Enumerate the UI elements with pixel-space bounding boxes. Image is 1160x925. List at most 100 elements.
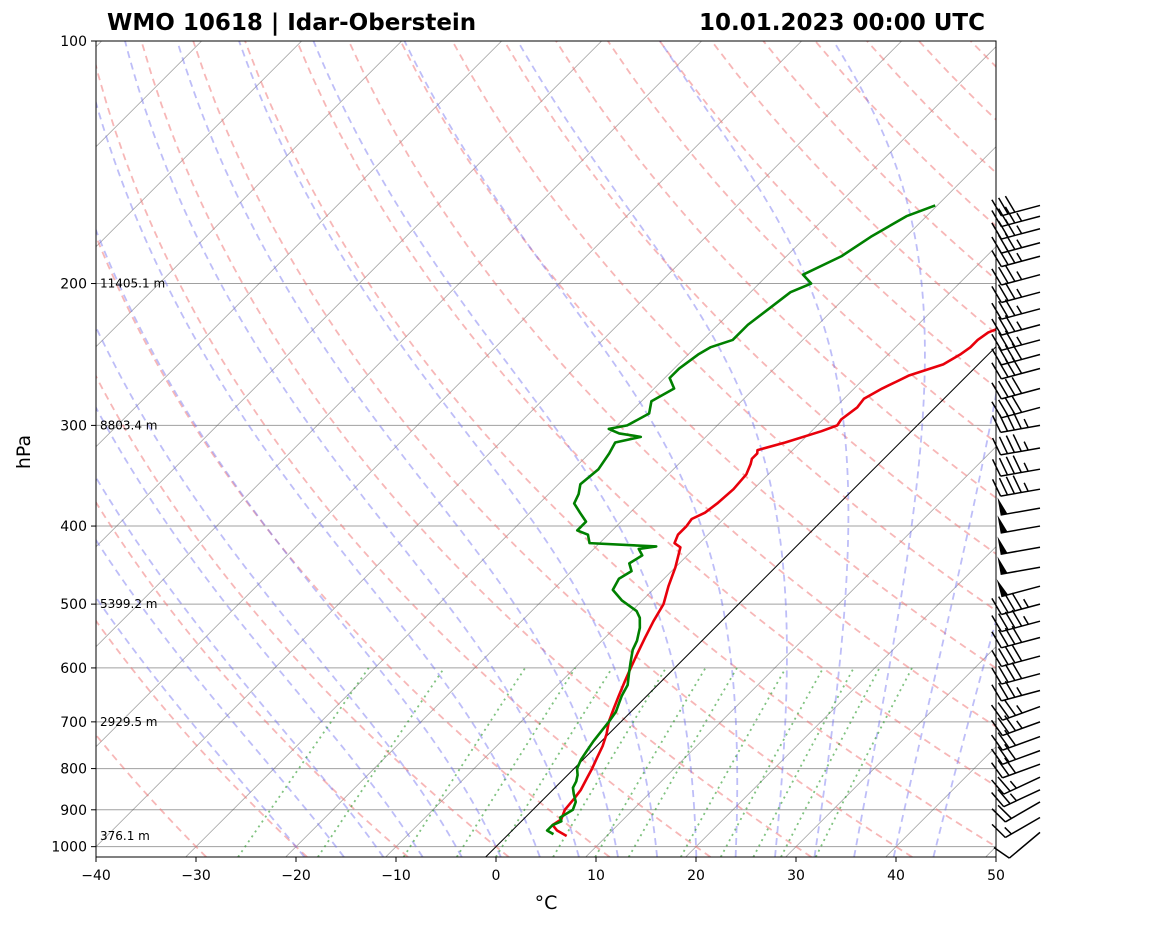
wind-barb-flag <box>998 477 1009 496</box>
height-label: 11405.1 m <box>100 277 165 291</box>
wind-barb <box>991 376 1041 400</box>
moist-adiabat-line <box>96 227 502 857</box>
wind-barb-flag <box>991 236 1003 254</box>
x-tick-label: −10 <box>381 868 411 884</box>
wind-barb-half-flag <box>1009 780 1018 789</box>
wind-barb <box>990 743 1041 766</box>
x-axis-label: °C <box>535 892 558 914</box>
moist-adiabat-line <box>312 41 698 857</box>
wind-barb-half-flag <box>1016 336 1023 346</box>
x-tick-label: −30 <box>181 868 211 884</box>
temperature-series-line <box>551 327 996 838</box>
wind-barb <box>991 434 1041 456</box>
wind-barb <box>991 314 1041 336</box>
wind-barb <box>991 299 1041 320</box>
height-label: 5399.2 m <box>100 597 158 611</box>
plot-frame <box>95 40 997 858</box>
wind-barb-half-flag <box>1023 418 1029 428</box>
wind-barb-flag <box>1012 455 1022 473</box>
zero-isotherm-line <box>485 345 996 857</box>
isotherm-line <box>96 41 302 248</box>
y-tick-label: 1000 <box>51 840 87 856</box>
y-tick-label: 500 <box>60 597 87 613</box>
wind-barb-pennant <box>997 556 1008 575</box>
wind-barb-flag <box>991 268 1003 286</box>
dry-adiabat-line <box>555 41 996 499</box>
wind-barb-flag <box>1004 206 1016 224</box>
wind-barb <box>991 395 1041 419</box>
dry-adiabat-line <box>96 500 409 857</box>
wind-barb-flag <box>1004 264 1016 282</box>
mixing-ratio-line <box>552 667 667 857</box>
wind-barb-flag <box>997 648 1009 665</box>
y-axis-label: hPa <box>13 435 35 469</box>
wind-barb-flag <box>997 629 1009 647</box>
wind-barb-half-flag <box>1016 212 1023 222</box>
wind-barbs <box>990 195 1041 859</box>
wind-barb-flag <box>1004 378 1016 396</box>
wind-barb-flag <box>1012 475 1022 493</box>
x-tick-label: −20 <box>281 868 311 884</box>
wind-barb-flag <box>997 316 1009 334</box>
wind-barb-flag <box>997 300 1009 318</box>
wind-barb-flag <box>997 665 1009 683</box>
moist-adiabat-line <box>96 325 463 857</box>
wind-barb <box>991 282 1041 304</box>
moist-adiabat-line <box>176 41 619 857</box>
moist-adiabat-line <box>403 41 739 857</box>
wind-barb-flag <box>991 631 1003 649</box>
wind-barb-flag <box>1005 456 1016 475</box>
y-tick-label: 800 <box>60 762 87 778</box>
axes: −40 −30 −20 −10 0 10 20 30 40 50 100 200 300 400 500 60… <box>51 34 1005 884</box>
wind-barb-flag <box>991 415 1002 433</box>
title-station: WMO 10618 | Idar-Oberstein <box>107 10 476 36</box>
wind-barb <box>993 831 1041 859</box>
isotherm-line <box>385 246 996 857</box>
wind-barb-staff <box>1008 831 1041 859</box>
wind-barb-flag <box>991 808 1006 823</box>
dry-adiabat-line <box>451 41 996 612</box>
wind-barb-flag <box>1011 609 1023 627</box>
wind-barb <box>991 455 1041 477</box>
moist-adiabat-line <box>124 41 580 857</box>
wind-barb-half-flag <box>1023 441 1029 451</box>
moist-adiabat-line <box>832 41 926 857</box>
mixing-ratio-line <box>317 667 445 857</box>
wind-barb-flag <box>990 762 1004 779</box>
wind-barb <box>991 475 1041 497</box>
y-tick-label: 700 <box>60 715 87 731</box>
isotherm-line <box>96 41 902 848</box>
isotherm-line <box>785 646 996 857</box>
wind-barb-flag <box>991 437 1002 456</box>
wind-barb-flag <box>997 759 1010 776</box>
wind-barb <box>991 816 1041 839</box>
profile-lines <box>545 204 996 838</box>
mixing-ratio-line <box>456 667 577 857</box>
wind-barb <box>991 644 1041 668</box>
height-label: 376.1 m <box>100 829 150 843</box>
wind-barb-flag <box>997 682 1009 700</box>
x-tick-label: 10 <box>587 868 605 884</box>
wind-barb-flag <box>997 399 1009 417</box>
wind-barb-flag <box>997 332 1009 349</box>
wind-barb-flag <box>997 804 1012 819</box>
wind-barb-flag <box>1004 663 1016 681</box>
wind-barb <box>997 497 1041 516</box>
x-tick-label: −40 <box>81 868 111 884</box>
isotherm-line <box>185 46 996 857</box>
wind-barb-flag <box>1004 195 1016 213</box>
wind-barb-flag <box>991 199 1003 217</box>
background-grid <box>96 41 996 857</box>
wind-barb-flag <box>991 210 1003 227</box>
wind-barb-flag <box>990 734 1004 751</box>
wind-barb-flag <box>997 789 1011 805</box>
wind-barb-flag <box>1004 611 1016 629</box>
wind-barb-flag <box>991 250 1003 267</box>
wind-barb-flag <box>997 208 1009 226</box>
isotherm-line <box>285 146 996 857</box>
wind-barb-flag <box>1012 434 1022 452</box>
wind-barb <box>991 680 1041 702</box>
wind-barb-pennant <box>997 536 1008 555</box>
wind-barb-flag <box>997 613 1009 631</box>
wind-barb <box>991 592 1041 616</box>
